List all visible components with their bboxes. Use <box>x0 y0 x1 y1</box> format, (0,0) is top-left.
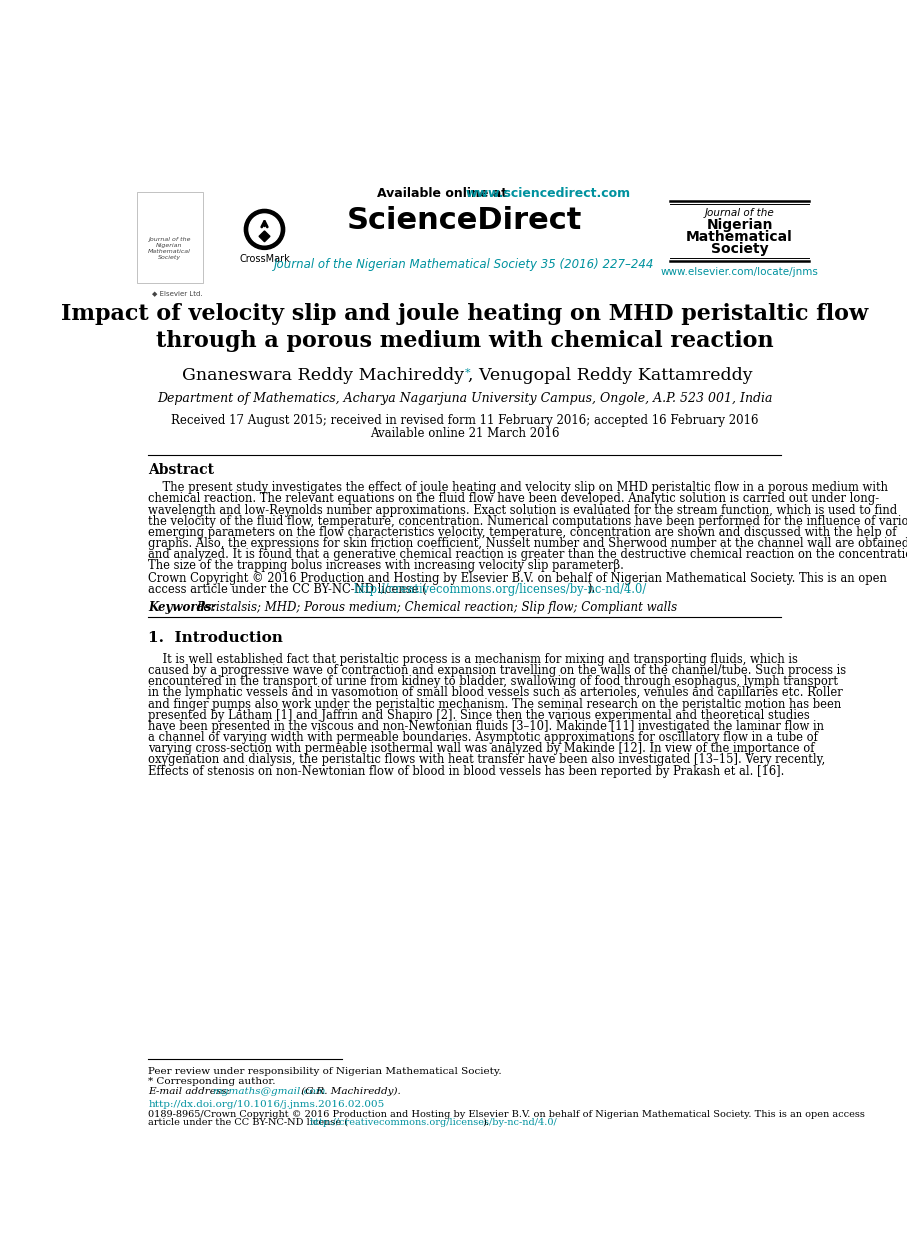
Text: mgmaths@gmail.com: mgmaths@gmail.com <box>212 1087 327 1096</box>
Text: *: * <box>464 368 470 378</box>
Text: emerging parameters on the flow characteristics velocity, temperature, concentra: emerging parameters on the flow characte… <box>148 526 897 539</box>
Text: Received 17 August 2015; received in revised form 11 February 2016; accepted 16 : Received 17 August 2015; received in rev… <box>171 413 758 427</box>
Text: Peristalsis; MHD; Porous medium; Chemical reaction; Slip flow; Compliant walls: Peristalsis; MHD; Porous medium; Chemica… <box>196 600 678 614</box>
Text: encountered in the transport of urine from kidney to bladder, swallowing of food: encountered in the transport of urine fr… <box>148 675 838 688</box>
Text: Gnaneswara Reddy Machireddy: Gnaneswara Reddy Machireddy <box>182 368 464 384</box>
Text: CrossMark: CrossMark <box>239 254 290 264</box>
Text: chemical reaction. The relevant equations on the fluid flow have been developed.: chemical reaction. The relevant equation… <box>148 493 880 505</box>
Text: oxygenation and dialysis, the peristaltic flows with heat transfer have been als: oxygenation and dialysis, the peristalti… <box>148 754 825 766</box>
Text: It is well established fact that peristaltic process is a mechanism for mixing a: It is well established fact that perista… <box>148 652 798 666</box>
Text: (G.R. Machireddy).: (G.R. Machireddy). <box>297 1087 401 1097</box>
Text: The present study investigates the effect of joule heating and velocity slip on : The present study investigates the effec… <box>148 482 888 494</box>
Text: and analyzed. It is found that a generative chemical reaction is greater than th: and analyzed. It is found that a generat… <box>148 548 907 561</box>
Text: http://dx.doi.org/10.1016/j.jnms.2016.02.005: http://dx.doi.org/10.1016/j.jnms.2016.02… <box>148 1099 385 1108</box>
Text: * Corresponding author.: * Corresponding author. <box>148 1077 276 1086</box>
Circle shape <box>244 209 285 249</box>
Text: wavelength and low-Reynolds number approximations. Exact solution is evaluated f: wavelength and low-Reynolds number appro… <box>148 504 898 516</box>
Text: Impact of velocity slip and joule heating on MHD peristaltic flow: Impact of velocity slip and joule heatin… <box>61 303 868 326</box>
Text: The size of the trapping bolus increases with increasing velocity slip parameter: The size of the trapping bolus increases… <box>148 560 624 572</box>
Text: varying cross-section with permeable isothermal wall was analyzed by Makinde [12: varying cross-section with permeable iso… <box>148 743 814 755</box>
Text: E-mail address:: E-mail address: <box>148 1087 234 1096</box>
Text: ScienceDirect: ScienceDirect <box>346 206 582 235</box>
Text: 0189-8965/Crown Copyright © 2016 Production and Hosting by Elsevier B.V. on beha: 0189-8965/Crown Copyright © 2016 Product… <box>148 1109 865 1118</box>
Text: Crown Copyright © 2016 Production and Hosting by Elsevier B.V. on behalf of Nige: Crown Copyright © 2016 Production and Ho… <box>148 572 887 586</box>
Text: ).: ). <box>588 583 596 597</box>
Text: article under the CC BY-NC-ND license (: article under the CC BY-NC-ND license ( <box>148 1118 348 1127</box>
Text: Journal of the Nigerian Mathematical Society 35 (2016) 227–244: Journal of the Nigerian Mathematical Soc… <box>274 258 655 271</box>
Text: the velocity of the fluid flow, temperature, concentration. Numerical computatio: the velocity of the fluid flow, temperat… <box>148 515 907 527</box>
Text: and finger pumps also work under the peristaltic mechanism. The seminal research: and finger pumps also work under the per… <box>148 697 842 711</box>
Text: access article under the CC BY-NC-ND license (: access article under the CC BY-NC-ND lic… <box>148 583 427 597</box>
Text: www.elsevier.com/locate/jnms: www.elsevier.com/locate/jnms <box>660 266 818 277</box>
Text: through a porous medium with chemical reaction: through a porous medium with chemical re… <box>156 331 774 352</box>
Text: have been presented in the viscous and non-Newtonian fluids [3–10]. Makinde [11]: have been presented in the viscous and n… <box>148 721 824 733</box>
Text: Journal of the: Journal of the <box>705 208 775 218</box>
Text: ).: ). <box>483 1118 489 1127</box>
Text: http://creativecommons.org/licenses/by-nc-nd/4.0/: http://creativecommons.org/licenses/by-n… <box>309 1118 557 1127</box>
Circle shape <box>249 214 280 245</box>
Text: Keywords:: Keywords: <box>148 600 220 614</box>
Polygon shape <box>259 232 270 241</box>
Text: Effects of stenosis on non-Newtonian flow of blood in blood vessels has been rep: Effects of stenosis on non-Newtonian flo… <box>148 765 785 777</box>
Bar <box>137 192 202 284</box>
Text: Available online at: Available online at <box>377 187 512 199</box>
Text: presented by Latham [1] and Jaffrin and Shapiro [2]. Since then the various expe: presented by Latham [1] and Jaffrin and … <box>148 708 810 722</box>
Text: http://creativecommons.org/licenses/by-nc-nd/4.0/: http://creativecommons.org/licenses/by-n… <box>354 583 647 597</box>
Text: ◆ Elsevier Ltd.: ◆ Elsevier Ltd. <box>152 291 203 296</box>
Text: Society: Society <box>711 243 768 256</box>
Text: , Venugopal Reddy Kattamreddy: , Venugopal Reddy Kattamreddy <box>468 368 753 384</box>
Text: www.sciencedirect.com: www.sciencedirect.com <box>466 187 631 199</box>
Text: Mathematical: Mathematical <box>687 230 793 244</box>
Text: in the lymphatic vessels and in vasomotion of small blood vessels such as arteri: in the lymphatic vessels and in vasomoti… <box>148 686 843 699</box>
Text: 1.  Introduction: 1. Introduction <box>148 631 283 645</box>
Text: graphs. Also, the expressions for skin friction coefficient, Nusselt number and : graphs. Also, the expressions for skin f… <box>148 537 907 550</box>
Text: Nigerian: Nigerian <box>707 218 773 232</box>
Text: Department of Mathematics, Acharya Nagarjuna University Campus, Ongole, A.P. 523: Department of Mathematics, Acharya Nagar… <box>157 392 772 405</box>
Text: Abstract: Abstract <box>148 463 214 477</box>
Text: a channel of varying width with permeable boundaries. Asymptotic approximations : a channel of varying width with permeabl… <box>148 732 818 744</box>
Text: Available online 21 March 2016: Available online 21 March 2016 <box>370 427 560 439</box>
Text: Journal of the
Nigerian
Mathematical
Society: Journal of the Nigerian Mathematical Soc… <box>148 238 190 260</box>
Text: caused by a progressive wave of contraction and expansion travelling on the wall: caused by a progressive wave of contract… <box>148 664 846 677</box>
Text: Peer review under responsibility of Nigerian Mathematical Society.: Peer review under responsibility of Nige… <box>148 1067 502 1076</box>
